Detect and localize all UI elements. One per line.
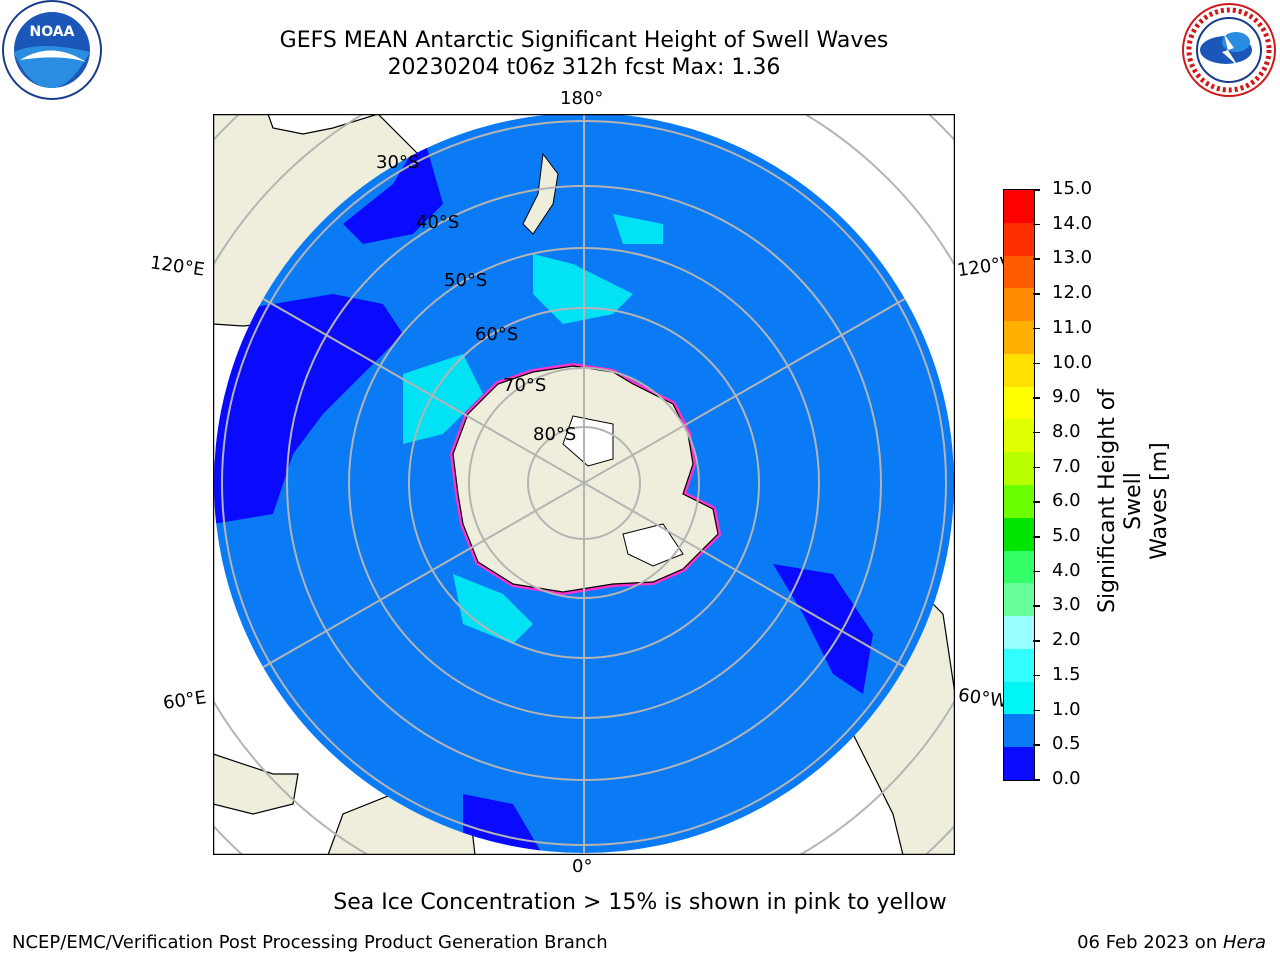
colorbar-tick-mark [1033,327,1040,330]
colorbar-segment [1004,648,1034,683]
footer-date-text: 06 Feb 2023 on [1077,932,1223,953]
colorbar-tick-label: 5.0 [1052,525,1081,547]
swell-patch-weddell [453,574,533,644]
swell-patch-north [613,214,663,244]
meridian-label-120e: 120°E [148,252,206,281]
colorbar-tick-mark [1033,605,1040,607]
colorbar-label-text: Significant Height of Swell Waves [m] [1095,388,1172,614]
new-zealand-land [522,152,559,235]
colorbar-tick-mark [1033,536,1040,538]
colorbar-segment [1004,386,1034,420]
swell-patch-ross [403,354,483,444]
colorbar-tick-mark [1033,362,1040,365]
meridian-label-0: 0° [572,856,593,877]
colorbar-tick-label: 14.0 [1052,212,1093,234]
colorbar-tick-label: 1.0 [1052,698,1081,720]
colorbar-tick-label: 0.5 [1052,733,1081,755]
colorbar-segment [1004,452,1034,486]
meridian-label-60w: 60°W [956,684,1009,713]
colorbar-segment [1004,714,1034,748]
colorbar-tick-label: 10.0 [1052,351,1093,373]
colorbar-segment [1004,747,1034,781]
colorbar-tick-mark [1033,293,1040,295]
low-swell-drake [773,564,873,694]
colorbar-tick-label: 9.0 [1052,386,1081,408]
colorbar-tick-mark [1033,466,1040,469]
meridian-grid [214,114,954,853]
noaa-logo: NOAA [2,0,102,100]
colorbar-tick-mark [1033,640,1040,642]
colorbar-tick-label: 7.0 [1052,455,1081,477]
colorbar-tick-mark [1033,744,1040,746]
colorbar-segment [1004,616,1034,650]
noaa-logo-text: NOAA [30,24,75,40]
meridian-label-180: 180° [560,88,604,109]
colorbar-segment [1004,681,1034,715]
map-frame [213,114,955,855]
colorbar-segment [1004,353,1034,388]
latitude-label-60s: 60°S [475,324,519,345]
colorbar-tick-label: 1.5 [1052,663,1081,685]
colorbar-tick-label: 8.0 [1052,420,1081,442]
latitude-label-70s: 70°S [503,375,547,396]
latitude-label-50s: 50°S [444,270,488,291]
colorbar-tick-mark [1033,258,1040,260]
colorbar-tick-label: 6.0 [1052,490,1081,512]
meridian-label-60e: 60°E [161,687,208,714]
latitude-label-30s: 30°S [376,152,420,173]
colorbar-segment [1004,517,1034,552]
polar-map [213,114,955,855]
colorbar-tick-mark [1033,501,1040,503]
footer-date: 06 Feb 2023 on Hera [1077,932,1266,953]
map-title: GEFS MEAN Antarctic Significant Height o… [279,28,889,53]
colorbar-tick-mark [1033,431,1040,434]
footer-branch: NCEP/EMC/Verification Post Processing Pr… [12,932,608,953]
colorbar-tick-mark [1033,570,1040,573]
colorbar-tick-label: 4.0 [1052,559,1081,581]
colorbar-segment [1004,288,1034,322]
colorbar-ticks: 15.0 14.0 13.0 12.0 11.0 10.0 9.0 8.0 7.0 6.0 5.0 4… [1033,178,1113,789]
colorbar-tick-label: 13.0 [1052,247,1093,269]
colorbar-tick-mark [1033,397,1040,399]
colorbar-tick-mark [1033,189,1040,191]
colorbar-tick-mark [1033,709,1040,712]
colorbar-tick-label: 2.0 [1052,629,1081,651]
map-subtitle: 20230204 t06z 312h fcst Max: 1.36 [387,55,781,80]
madagascar-land [213,753,299,815]
colorbar [1003,189,1035,781]
colorbar-segment [1004,255,1034,289]
colorbar-tick-mark [1033,779,1040,781]
colorbar-tick-label: 3.0 [1052,594,1081,616]
colorbar-segment [1004,190,1034,224]
colorbar-segment [1004,583,1034,617]
sea-ice-note: Sea Ice Concentration > 15% is shown in … [333,890,947,915]
colorbar-segment [1004,485,1034,519]
nws-logo [1182,3,1276,97]
colorbar-tick-mark [1033,674,1040,677]
colorbar-segment [1004,222,1034,257]
colorbar-tick-mark [1033,223,1040,226]
colorbar-label: Significant Height of Swell Waves [m] [1095,367,1173,635]
colorbar-tick-label: 12.0 [1052,282,1093,304]
colorbar-tick-label: 11.0 [1052,316,1093,338]
latitude-label-40s: 40°S [416,212,460,233]
colorbar-tick-label: 15.0 [1052,178,1093,199]
latitude-label-80s: 80°S [533,424,577,445]
colorbar-tick-label: 0.0 [1052,768,1081,789]
colorbar-segment [1004,321,1034,355]
footer-machine: Hera [1222,932,1266,953]
colorbar-segment [1004,550,1034,584]
colorbar-segment [1004,419,1034,453]
